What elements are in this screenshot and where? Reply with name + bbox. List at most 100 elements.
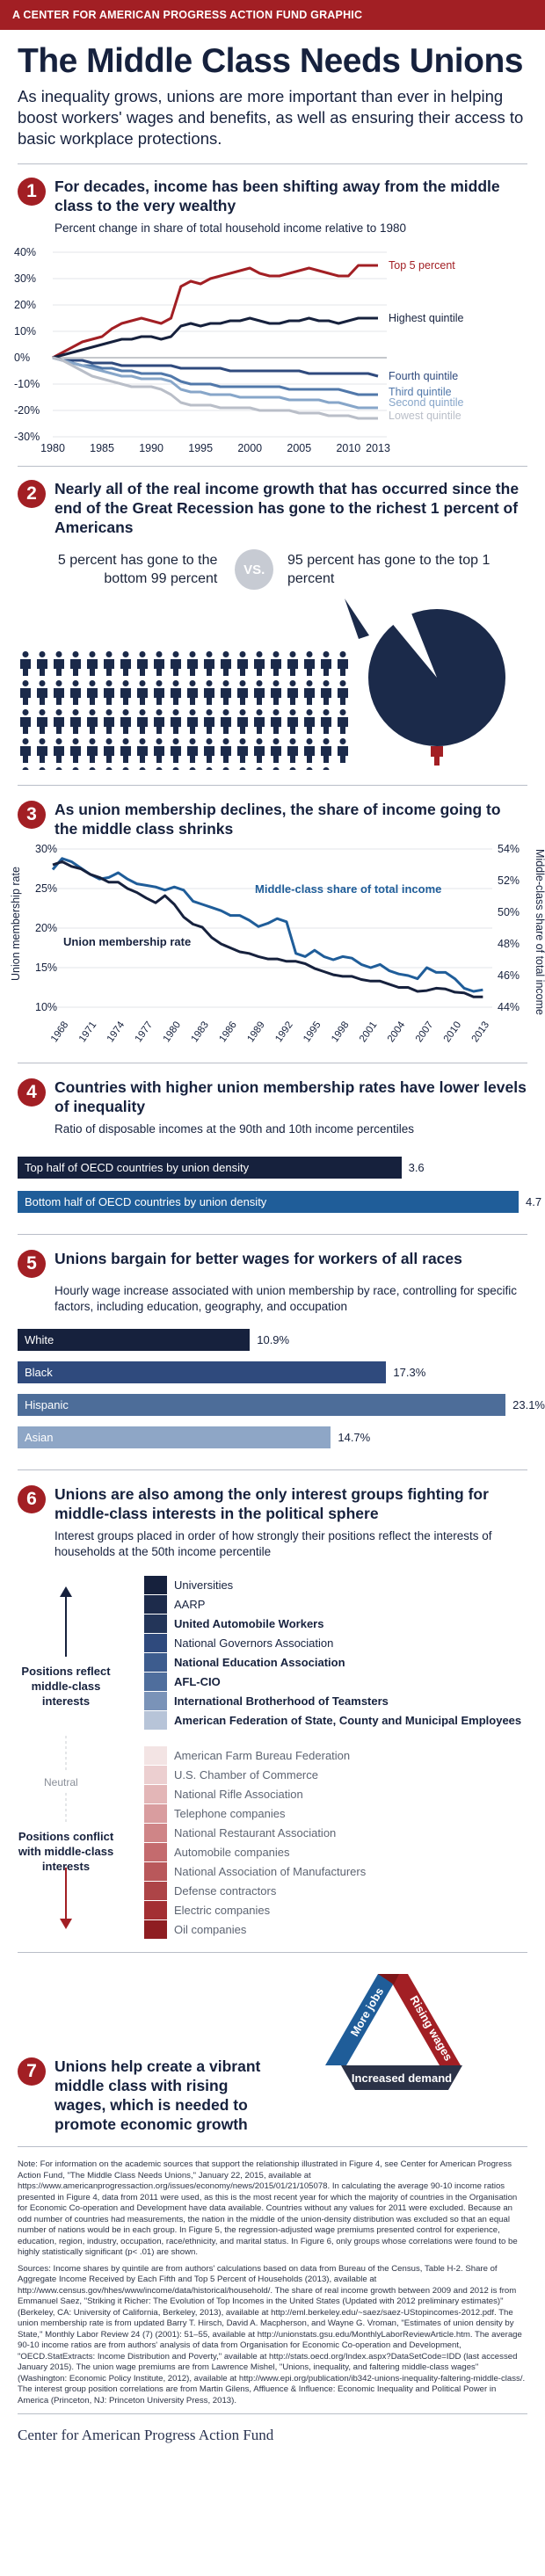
person-body xyxy=(87,659,98,676)
person-body xyxy=(204,659,214,676)
person-body xyxy=(204,717,214,734)
interest-group-name: Defense contractors xyxy=(174,1884,277,1898)
person-body xyxy=(254,746,265,763)
person-body xyxy=(137,688,148,705)
person-body xyxy=(154,688,164,705)
person-head xyxy=(105,738,113,744)
person-body xyxy=(70,659,81,676)
bar-value-label: 23.1% xyxy=(512,1398,545,1411)
interest-group-row: AFL-CIO xyxy=(144,1673,221,1691)
person-head xyxy=(139,738,146,744)
section-number: 2 xyxy=(18,480,46,508)
person-head xyxy=(105,651,113,657)
section-title: Unions bargain for better wages for work… xyxy=(54,1250,462,1267)
x-tick-label: 1995 xyxy=(302,1020,323,1044)
person-head xyxy=(39,709,46,715)
x-tick-label: 1986 xyxy=(217,1020,239,1044)
bar-category-label: Black xyxy=(25,1366,53,1379)
bar: White xyxy=(18,1329,251,1351)
person-icon xyxy=(54,651,64,676)
person-icon xyxy=(204,651,214,676)
interest-group-name: AFL-CIO xyxy=(174,1675,221,1688)
top-1-text: 95 percent has gone to the top 1 percent xyxy=(287,553,490,586)
person-icon xyxy=(87,680,98,705)
person-head xyxy=(139,767,146,773)
person-icon xyxy=(271,767,281,792)
y-left-tick-label: 15% xyxy=(35,961,57,974)
person-icon xyxy=(20,680,31,705)
person-head xyxy=(55,651,62,657)
person-head xyxy=(239,680,246,686)
interest-group-swatch xyxy=(144,1673,167,1691)
y-tick-label: 10% xyxy=(14,325,36,337)
bar-value-label: 4.7 xyxy=(526,1195,542,1208)
section-1: 1 For decades, income has been shifting … xyxy=(0,164,545,461)
person-icon xyxy=(187,709,198,734)
person-head xyxy=(156,738,163,744)
x-tick-label: 2007 xyxy=(414,1020,436,1044)
bar-value-label: 14.7% xyxy=(338,1431,371,1444)
person-body xyxy=(287,688,298,705)
person-icon xyxy=(171,651,181,676)
person-head xyxy=(72,651,79,657)
person-head xyxy=(222,709,229,715)
divider xyxy=(18,1469,527,1470)
section-number: 7 xyxy=(18,2057,46,2086)
person-head xyxy=(206,709,213,715)
person-body xyxy=(221,717,231,734)
person-icon xyxy=(37,651,47,676)
person-icon xyxy=(171,709,181,734)
interest-group-swatch xyxy=(144,1615,167,1633)
person-icon xyxy=(154,767,164,792)
person-head xyxy=(105,709,113,715)
person-head xyxy=(156,767,163,773)
person-icon xyxy=(120,651,131,676)
y-left-tick-label: 25% xyxy=(35,882,57,895)
person-body xyxy=(237,746,248,763)
y-left-tick-label: 10% xyxy=(35,1001,57,1013)
divider xyxy=(18,1952,527,1953)
person-head xyxy=(39,738,46,744)
person-icon xyxy=(87,709,98,734)
person-icon xyxy=(20,709,31,734)
person-head xyxy=(323,767,330,773)
bar-category-label: Hispanic xyxy=(25,1398,69,1411)
person-icon xyxy=(287,680,298,705)
person-icon xyxy=(304,767,315,792)
person-icon xyxy=(137,767,148,792)
x-tick-label: 2000 xyxy=(237,442,262,454)
section-7: 7 Unions help create a vibrant middle cl… xyxy=(0,1953,545,2146)
bar-category-label: Bottom half of OECD countries by union d… xyxy=(25,1195,267,1208)
section-title: As union membership declines, the share … xyxy=(54,801,501,838)
interest-group-row: National Association of Manufacturers xyxy=(144,1862,366,1881)
person-icon xyxy=(338,738,348,763)
interest-group-row: National Governors Association xyxy=(144,1634,333,1652)
section-subtitle: Ratio of disposable incomes at the 90th … xyxy=(54,1122,415,1136)
person-head xyxy=(122,767,129,773)
x-tick-label: 2010 xyxy=(442,1020,464,1044)
bar: Hispanic xyxy=(18,1394,506,1416)
person-icon xyxy=(254,651,265,676)
person-body xyxy=(338,717,348,734)
person-icon xyxy=(254,680,265,705)
person-head xyxy=(55,709,62,715)
person-icon xyxy=(104,738,114,763)
person-icon xyxy=(321,709,331,734)
y-right-axis-label: Middle-class share of total income xyxy=(534,849,545,1015)
section-title: For decades, income has been shifting aw… xyxy=(54,178,500,214)
person-head xyxy=(272,651,280,657)
x-tick-label: 1974 xyxy=(105,1020,127,1044)
series-line-fourth-quintile xyxy=(52,356,379,378)
person-head xyxy=(139,651,146,657)
y-right-tick-label: 50% xyxy=(498,906,520,918)
person-head xyxy=(289,651,296,657)
person-head xyxy=(323,709,330,715)
person-head xyxy=(172,709,179,715)
interest-group-row: Defense contractors xyxy=(144,1882,276,1900)
interest-group-name: Automobile companies xyxy=(174,1846,290,1859)
person-icon xyxy=(37,680,47,705)
interest-group-row: Oil companies xyxy=(144,1920,246,1939)
person-head xyxy=(72,767,79,773)
person-icon xyxy=(187,767,198,792)
series-label: Middle-class share of total income xyxy=(255,882,441,896)
